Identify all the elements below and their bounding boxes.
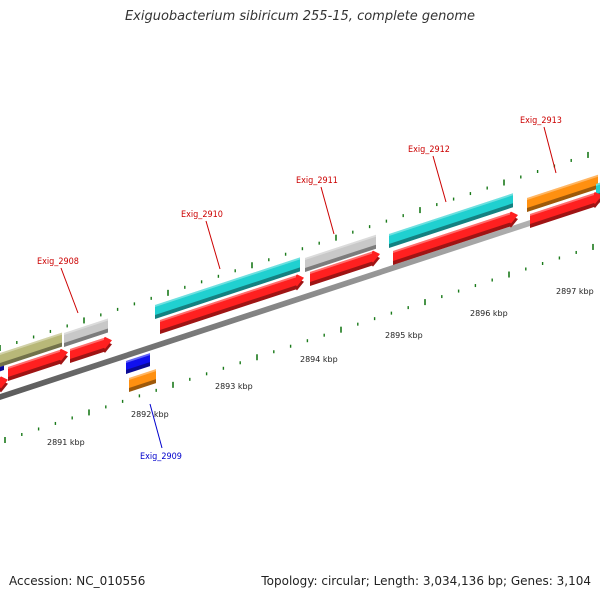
cds-2910 (160, 274, 304, 334)
callout-exig-2913 (543, 126, 557, 174)
callout-exig-2910 (205, 220, 221, 270)
feature-blue-2909 (126, 353, 150, 374)
callout-exig-2909 (149, 403, 163, 449)
feature-teal-2910 (155, 257, 300, 319)
gene-callouts (60, 126, 557, 449)
scale-label-2897: 2897 kbp (556, 287, 594, 296)
feature-olive (0, 332, 62, 367)
feature-orange-2909 (129, 369, 156, 392)
cds-2913 (530, 191, 600, 228)
gene-label-exig-2909[interactable]: Exig_2909 (140, 452, 182, 462)
scale-labels: 2891 kbp 2892 kbp 2893 kbp 2894 kbp 2895… (47, 287, 594, 447)
scale-label-2893: 2893 kbp (215, 382, 253, 391)
gene-features (0, 174, 600, 393)
accession-label: Accession: NC_010556 (9, 574, 146, 588)
scale-label-2891: 2891 kbp (47, 438, 85, 447)
scale-ticks (0, 151, 594, 443)
gene-label-exig-2913[interactable]: Exig_2913 (520, 116, 562, 126)
cds-left (8, 348, 68, 381)
callout-exig-2911 (320, 186, 335, 235)
genome-backbone (0, 197, 600, 400)
scale-label-2895: 2895 kbp (385, 331, 423, 340)
callout-exig-2912 (432, 155, 447, 203)
callout-exig-2908 (60, 267, 79, 314)
scale-label-2894: 2894 kbp (300, 355, 338, 364)
scale-label-2892: 2892 kbp (131, 410, 169, 419)
gene-labels: Exig_2908 Exig_2909 Exig_2910 Exig_2911 … (37, 116, 562, 462)
gene-label-exig-2908[interactable]: Exig_2908 (37, 257, 79, 267)
cds-left-partial (0, 376, 8, 393)
feature-teal-2912 (389, 193, 513, 248)
cds-2908 (70, 336, 112, 363)
genome-info-label: Topology: circular; Length: 3,034,136 bp… (261, 574, 591, 588)
gene-label-exig-2910[interactable]: Exig_2910 (181, 210, 223, 220)
feature-orange-2913 (527, 174, 598, 212)
feature-gray-2911 (305, 234, 376, 272)
map-title: Exiguobacterium sibiricum 255-15, comple… (124, 9, 476, 24)
gene-label-exig-2912[interactable]: Exig_2912 (408, 145, 450, 155)
scale-label-2896: 2896 kbp (470, 309, 508, 318)
gene-label-exig-2911[interactable]: Exig_2911 (296, 176, 338, 186)
feature-gray-2908 (64, 318, 108, 347)
cds-2912 (393, 211, 518, 265)
cds-2911 (310, 250, 380, 286)
